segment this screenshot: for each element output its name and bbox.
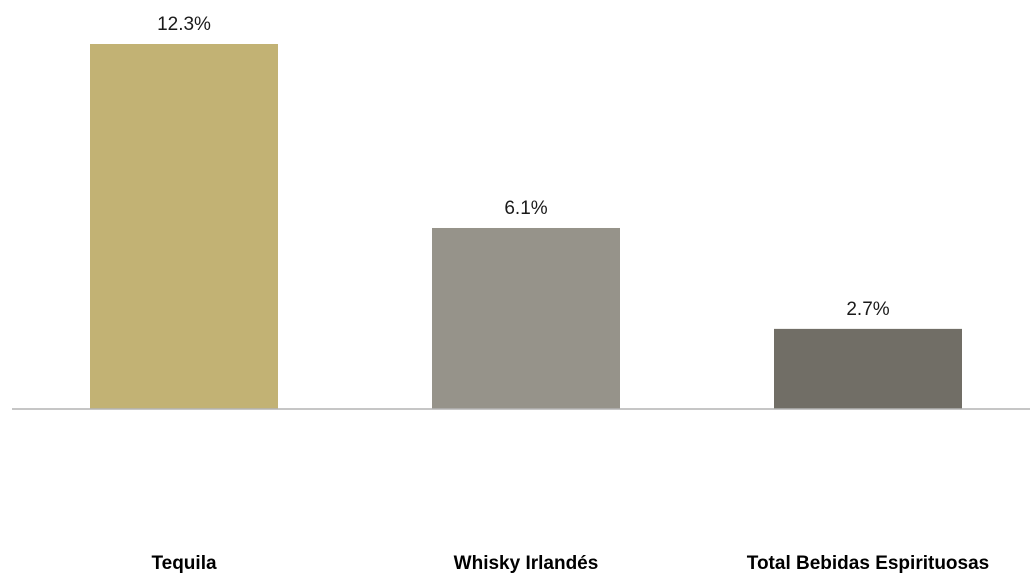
bar-total-bebidas-espirituosas	[774, 328, 962, 409]
value-labels-group: 12.3% 6.1% 2.7%	[157, 14, 890, 320]
category-label-total-bebidas-espirituosas: Total Bebidas Espirituosas	[747, 553, 989, 574]
data-label-total-bebidas-espirituosas: 2.7%	[846, 299, 889, 320]
category-label-tequila: Tequila	[151, 553, 217, 574]
data-label-whisky-irlandes: 6.1%	[504, 198, 547, 219]
bars-group	[90, 44, 962, 409]
category-labels-group: Tequila Whisky Irlandés Total Bebidas Espi…	[151, 553, 989, 574]
category-label-whisky-irlandes: Whisky Irlandés	[454, 553, 599, 574]
bar-whisky-irlandes	[432, 227, 620, 409]
data-label-tequila: 12.3%	[157, 14, 211, 35]
bar-tequila	[90, 44, 278, 409]
